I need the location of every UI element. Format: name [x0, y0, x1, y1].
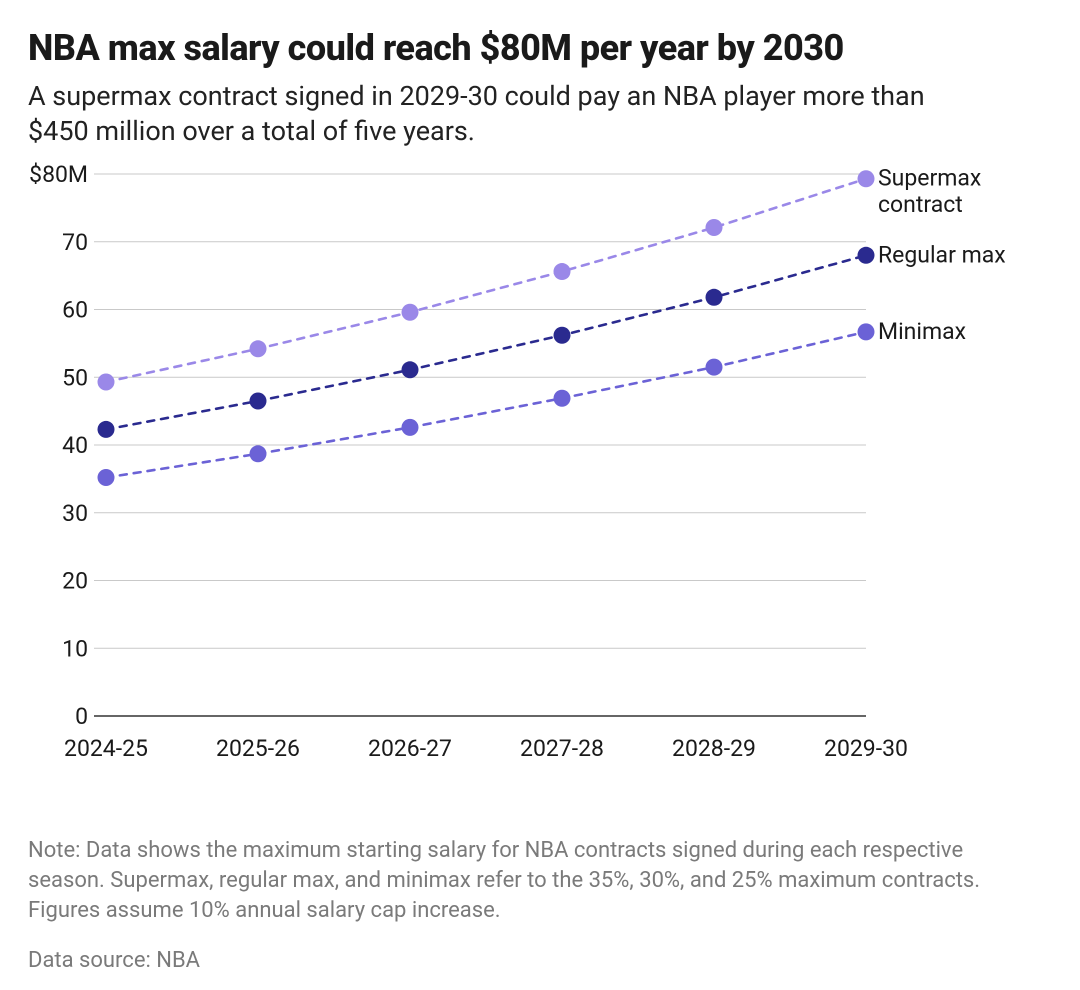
- y-tick-label: 60: [62, 297, 88, 324]
- x-tick-label: 2024-25: [64, 735, 148, 762]
- series-marker: [858, 171, 875, 188]
- series-marker: [554, 390, 571, 407]
- y-tick-label: 30: [62, 500, 88, 527]
- x-tick-label: 2029-30: [824, 735, 908, 762]
- series-marker: [706, 289, 723, 306]
- x-tick-label: 2025-26: [216, 735, 300, 762]
- series-marker: [98, 421, 115, 438]
- x-tick-label: 2028-29: [672, 735, 756, 762]
- y-tick-label: 10: [62, 636, 88, 663]
- y-tick-label: 50: [62, 365, 88, 392]
- series-marker: [858, 324, 875, 341]
- chart-source: Data source: NBA: [28, 948, 1052, 973]
- series-marker: [554, 264, 571, 281]
- x-tick-label: 2026-27: [368, 735, 452, 762]
- series-line: [106, 332, 866, 478]
- y-tick-label: 20: [62, 568, 88, 595]
- x-tick-label: 2027-28: [520, 735, 604, 762]
- series-marker: [402, 419, 419, 436]
- y-tick-label: 40: [62, 432, 88, 459]
- series-line: [106, 179, 866, 382]
- series-marker: [706, 359, 723, 376]
- chart-title: NBA max salary could reach $80M per year…: [28, 28, 1052, 69]
- chart-area: 0 10 20 30 40 50 60 70 $80M 2024-25 2025-26 2026-27…: [28, 162, 1052, 802]
- series-marker: [98, 470, 115, 487]
- series-label: Supermaxcontract: [878, 165, 981, 218]
- series-marker: [402, 304, 419, 321]
- series-marker: [250, 393, 267, 410]
- series-marker: [250, 341, 267, 358]
- chart-svg: 0 10 20 30 40 50 60 70 $80M 2024-25 2025-26 2026-27…: [28, 162, 1052, 802]
- chart-footnote: Note: Data shows the maximum starting sa…: [28, 836, 1028, 925]
- series-marker: [858, 247, 875, 264]
- y-tick-label: $80M: [29, 162, 88, 188]
- series-marker: [554, 327, 571, 344]
- y-tick-label: 70: [62, 229, 88, 256]
- series-label: Regular max: [878, 242, 1006, 269]
- series-marker: [250, 446, 267, 463]
- series-label: Minimax: [878, 318, 966, 345]
- y-tick-label: 0: [75, 703, 88, 730]
- series-marker: [402, 362, 419, 379]
- series-marker: [98, 374, 115, 391]
- series-line: [106, 256, 866, 430]
- series-marker: [706, 220, 723, 237]
- chart-subtitle: A supermax contract signed in 2029-30 co…: [28, 79, 928, 148]
